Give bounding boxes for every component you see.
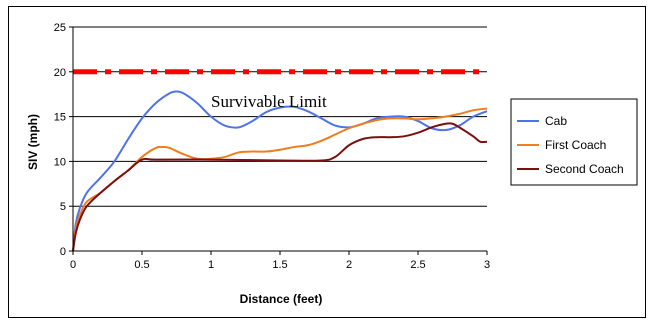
series-line-cab [72, 90, 488, 252]
y-tick-label: 10 [54, 156, 66, 168]
x-tick-label: 0 [70, 259, 76, 271]
chart-area: 0 5 10 15 20 25 0 0.5 1 1.5 2 2.5 3 Survivable Limit… [8, 6, 646, 318]
y-tick-label: 15 [54, 112, 66, 124]
x-axis-title: Distance (feet) [240, 292, 323, 306]
x-tick-label: 3 [484, 259, 490, 271]
y-tick-label: 20 [54, 67, 66, 79]
legend-items: Cab First Coach Second Coach [517, 114, 624, 176]
legend: Cab First Coach Second Coach [510, 98, 638, 186]
line-chart: 0 5 10 15 20 25 0 0.5 1 1.5 2 2.5 3 Survivable Limit… [26, 22, 638, 306]
axes [69, 26, 488, 255]
y-tick-label: 5 [60, 201, 66, 213]
y-axis-title: SIV (mph) [26, 114, 40, 170]
tick-labels: 0 5 10 15 20 25 0 0.5 1 1.5 2 2.5 3 [54, 22, 490, 271]
legend-label-first-coach: First Coach [545, 138, 606, 152]
legend-label-cab: Cab [545, 114, 567, 128]
x-tick-label: 2 [346, 259, 352, 271]
legend-box [510, 98, 638, 186]
legend-label-second-coach: Second Coach [545, 162, 624, 176]
reference-line-label: Survivable Limit [211, 92, 327, 111]
y-tick-label: 25 [54, 22, 66, 34]
x-tick-label: 1 [208, 259, 214, 271]
x-tick-label: 1.5 [272, 259, 287, 271]
x-tick-label: 0.5 [134, 259, 149, 271]
series-layer [72, 90, 488, 252]
gridlines [73, 26, 487, 207]
x-tick-label: 2.5 [410, 259, 425, 271]
y-tick-label: 0 [60, 246, 66, 258]
series-line-second-coach [72, 122, 488, 252]
